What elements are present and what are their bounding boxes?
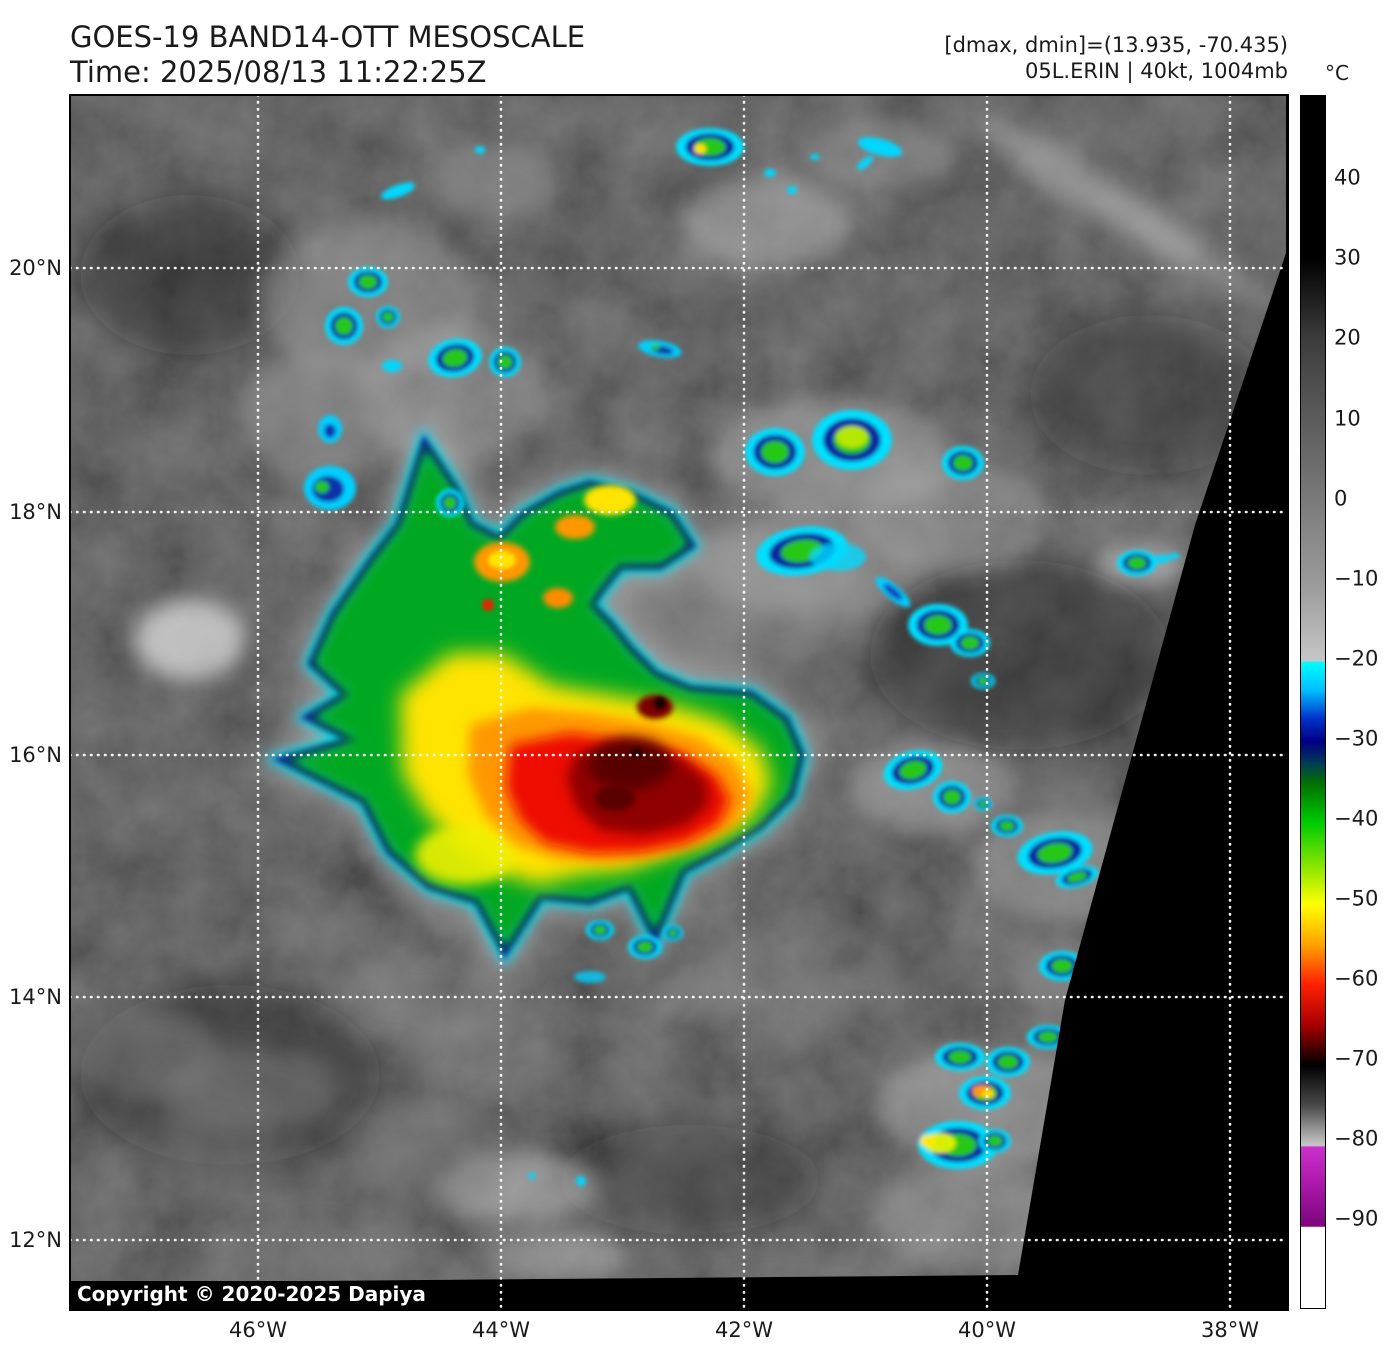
colorbar-tick-label: 40 bbox=[1334, 165, 1361, 190]
colorbar-tick-label: 10 bbox=[1334, 406, 1361, 431]
gridlines bbox=[70, 95, 1288, 1310]
copyright-badge: Copyright © 2020-2025 Dapiya bbox=[70, 1281, 436, 1308]
colorbar-tick-label: −90 bbox=[1334, 1206, 1379, 1231]
colorbar-tick-label: −60 bbox=[1334, 966, 1379, 991]
colorbar-unit-label: °C bbox=[1325, 61, 1349, 85]
colorbar-tick-label: 30 bbox=[1334, 245, 1361, 270]
lat-label-14n: 14°N bbox=[9, 985, 62, 1009]
colorbar-tick-label: 20 bbox=[1334, 325, 1361, 350]
lat-label-16n: 16°N bbox=[9, 743, 62, 767]
lon-label-40w: 40°W bbox=[958, 1318, 1016, 1342]
satellite-map: Copyright © 2020-2025 Dapiya bbox=[69, 94, 1289, 1311]
colorbar-tick-label: −20 bbox=[1334, 646, 1379, 671]
storm-core-art bbox=[243, 410, 816, 980]
lon-label-38w: 38°W bbox=[1201, 1318, 1259, 1342]
storm-info-readout: 05L.ERIN | 40kt, 1004mb bbox=[1025, 59, 1288, 83]
colorbar-tick-label: −30 bbox=[1334, 726, 1379, 751]
lat-label-18n: 18°N bbox=[9, 500, 62, 524]
colorbar-tick-label: 0 bbox=[1334, 486, 1348, 511]
colorbar-tick-label: −40 bbox=[1334, 806, 1379, 831]
lon-label-42w: 42°W bbox=[715, 1318, 773, 1342]
dmax-dmin-readout: [dmax, dmin]=(13.935, -70.435) bbox=[944, 33, 1288, 57]
product-time: Time: 2025/08/13 11:22:25Z bbox=[70, 55, 487, 89]
colorbar-tick-label: −80 bbox=[1334, 1126, 1379, 1151]
colorbar-tick-label: −50 bbox=[1334, 886, 1379, 911]
lat-label-20n: 20°N bbox=[9, 256, 62, 280]
colorbar-tick-label: −70 bbox=[1334, 1046, 1379, 1071]
product-title: GOES-19 BAND14-OTT MESOSCALE bbox=[70, 20, 586, 54]
temperature-colorbar bbox=[1300, 95, 1326, 1309]
lat-label-12n: 12°N bbox=[9, 1228, 62, 1252]
ir-imagery bbox=[70, 95, 1288, 1310]
colorbar-tick-label: −10 bbox=[1334, 566, 1379, 591]
convective-cells bbox=[304, 128, 1180, 1186]
lon-label-44w: 44°W bbox=[472, 1318, 530, 1342]
lon-label-46w: 46°W bbox=[229, 1318, 287, 1342]
